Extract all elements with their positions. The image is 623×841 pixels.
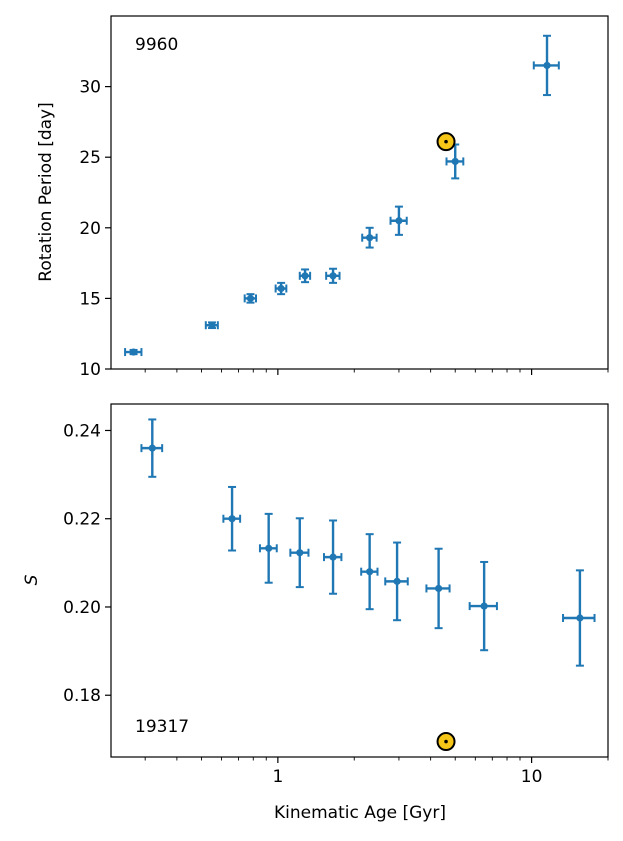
y-tick-label-top: 15 (79, 289, 101, 309)
data-point-bottom-5 (323, 519, 343, 595)
data-marker (228, 515, 236, 523)
data-marker (208, 321, 216, 329)
sun-symbol-top (436, 132, 456, 152)
axes-frame-bottom (110, 403, 609, 758)
data-marker (265, 544, 273, 552)
y-tick-label-top: 25 (79, 148, 101, 168)
axes-frame-top (110, 15, 609, 370)
data-point-top-5 (298, 268, 312, 284)
y-axis-title-bottom: S (22, 574, 42, 585)
y-tick-label-bottom: 0.24 (63, 421, 101, 441)
x-axis-title: Kinematic Age [Gyr] (274, 803, 446, 823)
panel-annotation-top: 9960 (135, 35, 178, 55)
data-marker (329, 553, 337, 561)
y-tick-label-top: 20 (79, 219, 101, 239)
data-point-bottom-4 (289, 517, 310, 589)
y-tick-label-bottom: 0.22 (63, 510, 101, 530)
data-point-bottom-1 (140, 418, 164, 478)
sun-symbol-bottom (436, 732, 456, 752)
data-point-top-7 (361, 226, 378, 249)
y-axis-title-top: Rotation Period [day] (36, 102, 56, 281)
data-point-bottom-6 (360, 533, 379, 611)
data-marker (129, 348, 138, 356)
data-marker (366, 234, 374, 242)
rotation-period-panel: 10 15 20 25 30 (79, 15, 609, 380)
data-point-top-9 (445, 143, 465, 180)
data-point-top-3 (243, 293, 257, 304)
data-marker (480, 602, 488, 610)
data-point-top-10 (532, 34, 560, 97)
data-point-bottom-8 (425, 547, 451, 630)
data-point-top-6 (325, 267, 341, 284)
data-marker (451, 157, 459, 166)
data-point-top-1 (124, 348, 143, 357)
data-point-bottom-10 (562, 569, 596, 667)
data-marker (435, 584, 443, 593)
data-point-bottom-9 (468, 560, 498, 652)
data-point-bottom-7 (384, 541, 409, 622)
data-marker (246, 294, 255, 302)
data-marker (576, 614, 584, 622)
data-marker (366, 568, 374, 576)
data-marker (277, 284, 285, 293)
data-point-bottom-3 (258, 512, 278, 584)
data-marker (329, 272, 337, 280)
s-index-panel: 0.18 0.20 0.22 0.24 1 10 (63, 403, 609, 787)
sun-center-dot (444, 139, 448, 144)
data-marker (296, 549, 304, 557)
x-tick-label: 10 (521, 767, 543, 787)
data-point-top-8 (389, 205, 408, 236)
data-marker (301, 272, 309, 280)
x-tick-label: 1 (272, 767, 283, 787)
panel-annotation-bottom: 19317 (135, 717, 189, 737)
data-point-top-2 (204, 321, 219, 330)
data-point-bottom-2 (222, 485, 242, 552)
data-marker (543, 61, 551, 70)
data-point-top-4 (274, 281, 288, 296)
y-tick-label-top: 10 (79, 360, 101, 380)
data-marker (393, 577, 401, 585)
y-tick-label-bottom: 0.18 (63, 686, 101, 706)
data-marker (395, 217, 403, 225)
data-marker (148, 444, 156, 452)
y-tick-label-top: 30 (79, 78, 101, 98)
y-tick-label-bottom: 0.20 (63, 598, 101, 618)
sun-center-dot (444, 739, 448, 744)
